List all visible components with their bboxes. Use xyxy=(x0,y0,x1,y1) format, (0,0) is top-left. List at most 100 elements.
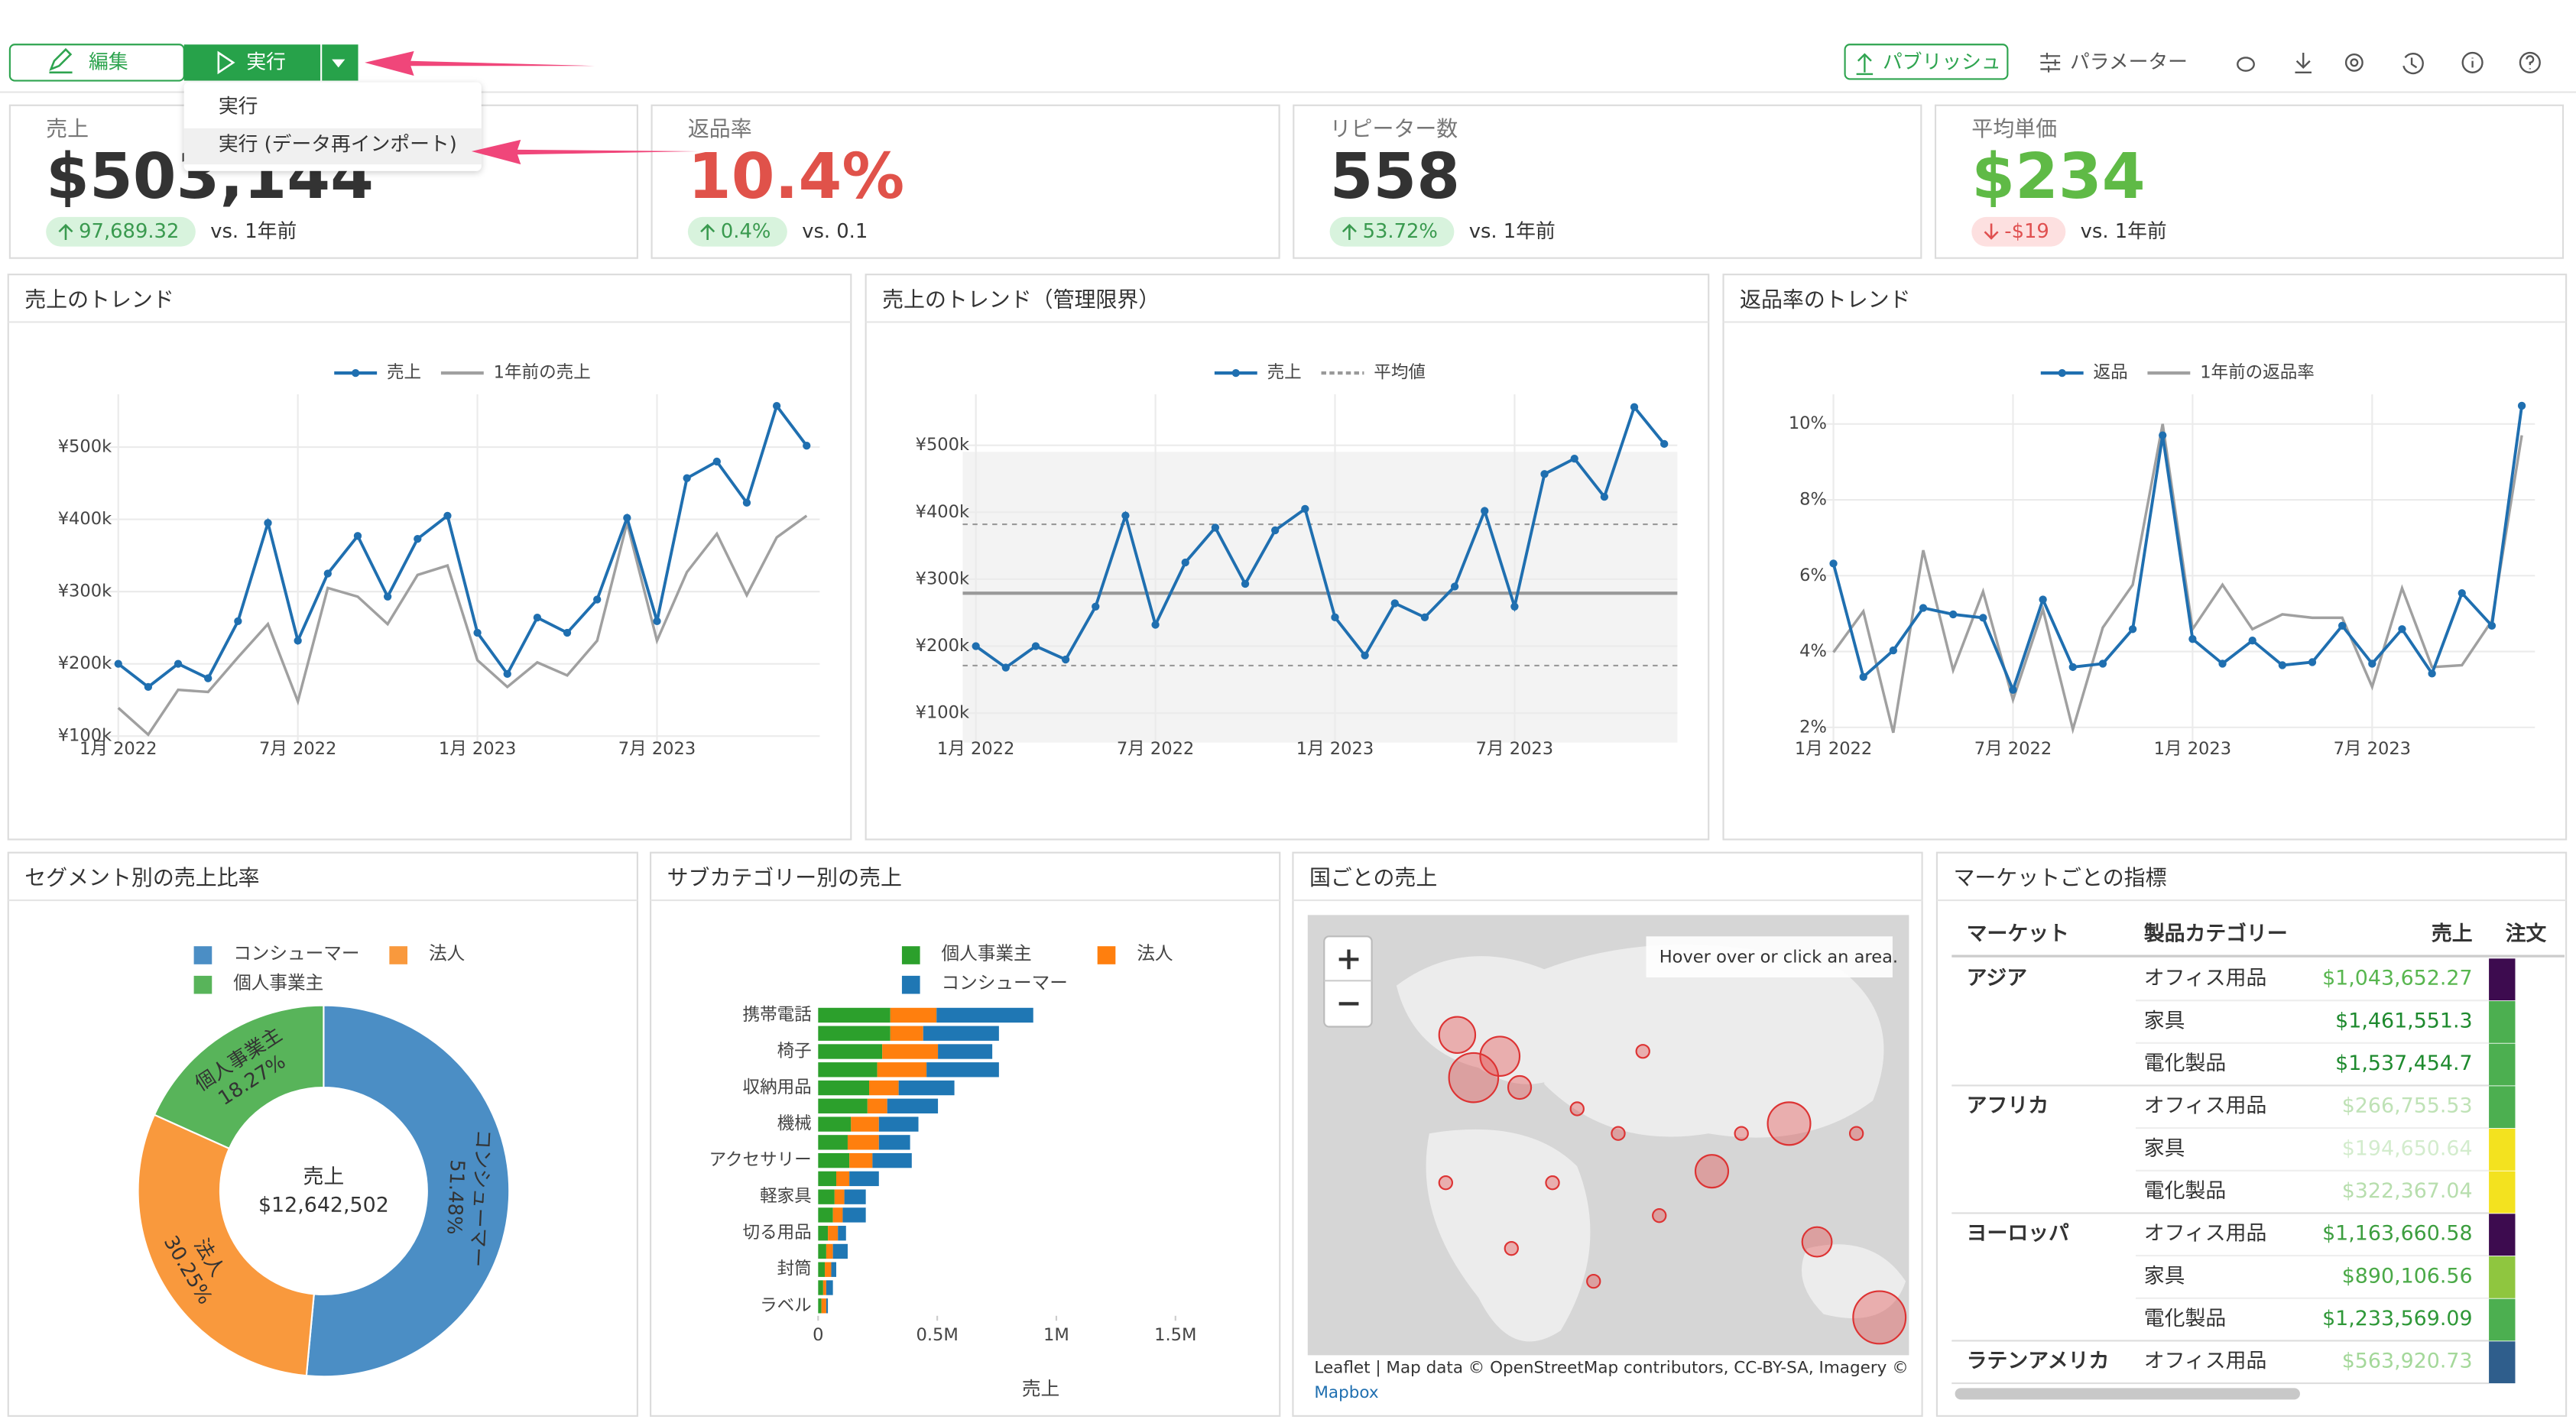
point xyxy=(1600,492,1609,501)
menu-item[interactable]: 実行 xyxy=(219,95,258,118)
bar-segment xyxy=(923,1026,999,1041)
point xyxy=(2278,661,2287,669)
map-bubble[interactable] xyxy=(1504,1240,1519,1256)
map-panel: 国ごとの売上 xyxy=(1292,851,1923,1417)
point xyxy=(503,669,511,679)
hint-box xyxy=(1646,936,1893,978)
y-tick-label: ¥300k xyxy=(916,569,969,588)
bar-segment xyxy=(847,1135,879,1150)
publish-icon xyxy=(1856,53,1874,76)
x-tick-label: 0.5M xyxy=(916,1325,958,1345)
legend-label: 法人 xyxy=(1137,942,1173,964)
market-cell: アジア xyxy=(1967,967,2028,990)
map-bubble[interactable] xyxy=(1545,1175,1560,1191)
y-tick-label: ¥400k xyxy=(58,509,112,529)
kpi-title: 返品率 xyxy=(688,116,752,141)
bar-segment xyxy=(818,1116,852,1132)
map-bubble[interactable] xyxy=(1734,1126,1749,1141)
publish-button[interactable] xyxy=(1844,44,2009,80)
map-bubble[interactable] xyxy=(1652,1207,1667,1223)
publish-label: パブリッシュ xyxy=(1883,50,2001,73)
comment-icon[interactable] xyxy=(2237,57,2255,72)
panel xyxy=(650,851,1281,1417)
kpi-change-pill xyxy=(1971,216,2066,247)
point xyxy=(712,457,721,466)
bar-segment xyxy=(826,1243,833,1259)
bar-segment xyxy=(936,1007,1033,1023)
point xyxy=(593,595,602,604)
point xyxy=(383,592,392,601)
kpi-value: 558 xyxy=(1330,141,1460,213)
map-bubble[interactable] xyxy=(1767,1101,1812,1146)
map-bubble[interactable] xyxy=(1569,1101,1585,1116)
toolbar-icons xyxy=(2237,51,2541,75)
legend-label: 売上 xyxy=(387,363,421,383)
plot-background xyxy=(962,452,1678,743)
download-icon[interactable] xyxy=(2295,53,2312,73)
map-bubble[interactable] xyxy=(1852,1290,1907,1345)
series-line xyxy=(975,403,1666,669)
bar-segment xyxy=(838,1226,846,1241)
point xyxy=(2128,625,2137,634)
bar-segment xyxy=(836,1171,850,1187)
point xyxy=(2487,621,2497,630)
x-tick-label: 7月 2022 xyxy=(1974,739,2052,759)
map-bubble[interactable] xyxy=(1635,1044,1650,1059)
attribution-link[interactable]: Mapbox xyxy=(1314,1383,1378,1402)
legend-swatch xyxy=(901,975,920,994)
point xyxy=(1361,651,1369,660)
run-button[interactable] xyxy=(183,44,321,81)
bar-segment xyxy=(826,1280,833,1295)
map-bubble[interactable] xyxy=(1438,1016,1477,1054)
map-bubble[interactable] xyxy=(1586,1273,1601,1289)
map-bubble[interactable] xyxy=(1479,1035,1521,1078)
map-bubble[interactable] xyxy=(1507,1074,1533,1100)
bar-segment xyxy=(832,1207,843,1223)
panel-title: マーケットごとの指標 xyxy=(1953,865,2166,890)
map-bubble[interactable] xyxy=(1438,1175,1453,1191)
bar-segment xyxy=(926,1062,999,1078)
x-tick-label: 1月 2022 xyxy=(79,739,157,759)
bar-segment xyxy=(869,1080,899,1096)
map-bubble[interactable] xyxy=(1848,1126,1864,1141)
legend-swatch xyxy=(901,946,920,964)
x-tick-label: 1月 2022 xyxy=(937,739,1014,759)
y-tick-label: ¥500k xyxy=(916,435,969,455)
bar-segment xyxy=(849,1152,873,1168)
zoom-in[interactable] xyxy=(1338,949,1359,970)
run-menu: 実行 実行 (データ再インポート) xyxy=(183,82,482,171)
market-cell: アフリカ xyxy=(1967,1094,2049,1118)
donut-slice xyxy=(153,1004,325,1150)
history-icon[interactable] xyxy=(2402,53,2424,75)
column-header: 製品カテゴリー xyxy=(2144,922,2288,946)
info-icon[interactable] xyxy=(2461,51,2484,73)
point xyxy=(2009,685,2017,694)
x-tick-label: 7月 2023 xyxy=(2334,739,2411,759)
color-cell xyxy=(2489,1298,2516,1341)
y-tick-label: ¥100k xyxy=(916,703,969,723)
point xyxy=(2368,660,2376,668)
menu-highlight xyxy=(183,128,482,165)
sales-cell: $890,106.56 xyxy=(2342,1264,2473,1288)
land-shape xyxy=(1801,1244,1906,1318)
sales-cell: $194,650.64 xyxy=(2342,1136,2473,1160)
bar-segment xyxy=(851,1116,879,1132)
kpi-arrow xyxy=(1984,223,1999,240)
map-bubble[interactable] xyxy=(1801,1226,1833,1258)
menu-item[interactable]: 実行 (データ再インポート) xyxy=(219,133,457,156)
map-bubble[interactable] xyxy=(1448,1052,1500,1104)
bar-segment xyxy=(818,1098,868,1113)
help-icon[interactable] xyxy=(2519,51,2541,73)
color-cell xyxy=(2489,1256,2516,1298)
center-value: $12,642,502 xyxy=(258,1193,389,1217)
map-bubble[interactable] xyxy=(1611,1126,1626,1141)
help-mark xyxy=(2526,55,2535,70)
sales-cell: $1,461,551.3 xyxy=(2335,1009,2472,1032)
point xyxy=(1859,672,1867,681)
settings-icon[interactable] xyxy=(2344,53,2363,72)
parameter-label[interactable]: パラメーター xyxy=(2070,50,2188,73)
map-bubble[interactable] xyxy=(1694,1154,1730,1189)
point xyxy=(2068,663,2077,672)
x-tick-label: 1月 2023 xyxy=(2154,739,2231,759)
